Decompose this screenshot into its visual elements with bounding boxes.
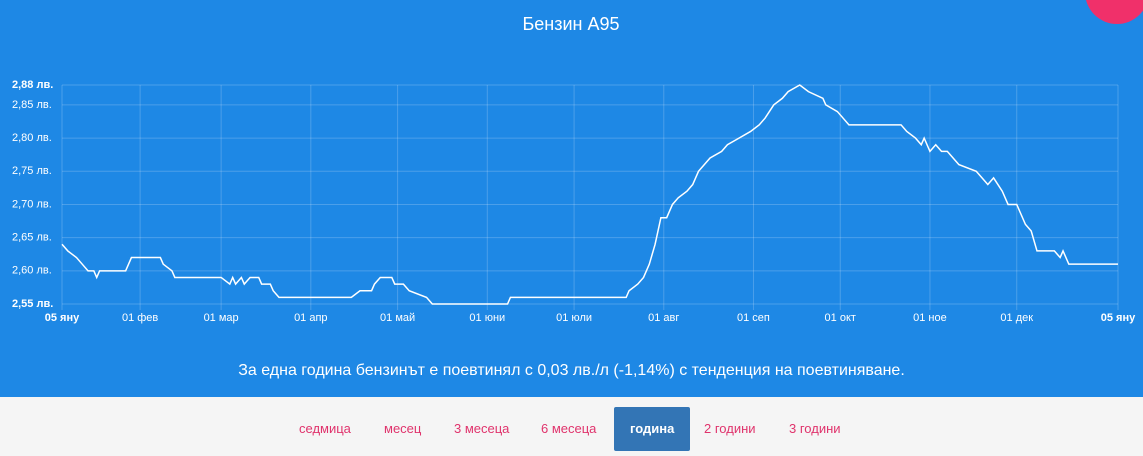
x-tick-label: 01 окт xyxy=(825,312,856,324)
x-tick-label: 01 ное xyxy=(913,312,947,324)
y-tick-label: 2,80 лв. xyxy=(12,132,52,144)
period-tab[interactable]: 2 години xyxy=(704,421,756,436)
x-tick-label: 01 дек xyxy=(1000,312,1033,324)
x-tick-label: 01 юли xyxy=(556,312,592,324)
period-tab[interactable]: 6 месеца xyxy=(541,421,597,436)
y-tick-label: 2,55 лв. xyxy=(12,298,53,310)
x-tick-label: 01 авг xyxy=(648,312,679,324)
y-tick-label: 2,65 лв. xyxy=(12,232,52,244)
x-tick-label: 05 яну xyxy=(45,312,80,324)
chart-panel: Бензин А95 2,55 лв. 2,60 лв. 2,65 лв. 2,70 … xyxy=(0,0,1143,397)
y-tick-label: 2,75 лв. xyxy=(12,165,52,177)
price-line xyxy=(61,84,1118,305)
y-tick-label: 2,70 лв. xyxy=(12,198,52,210)
summary: За една година бензинът е поевтинял с 0,… xyxy=(238,362,905,379)
x-tick-label: 01 сеп xyxy=(737,312,770,324)
x-tick-label: 01 фев xyxy=(122,312,158,324)
y-tick-label: 2,88 лв. xyxy=(12,79,53,91)
chart: Бензин А95 2,55 лв. 2,60 лв. 2,65 лв. 2,70 … xyxy=(12,0,1143,324)
x-tick-label: 01 апр xyxy=(294,312,327,324)
period-tab[interactable]: 3 месеца xyxy=(454,421,510,436)
y-tick-label: 2,60 лв. xyxy=(12,265,52,277)
period-tab[interactable]: година xyxy=(614,407,691,451)
y-tick-label: 2,85 лв. xyxy=(12,99,52,111)
period-tab[interactable]: месец xyxy=(384,421,422,436)
tab-bar: седмица месец 3 месеца 6 месеца година 2 годи… xyxy=(0,397,1143,456)
x-tick-label: 01 мар xyxy=(204,312,239,324)
chart-title: Бензин А95 xyxy=(522,14,619,34)
period-tab[interactable]: 3 години xyxy=(789,421,841,436)
fab-button[interactable] xyxy=(1085,0,1143,24)
period-tab[interactable]: седмица xyxy=(299,421,351,436)
x-tick-label: 05 яну xyxy=(1101,312,1136,324)
x-tick-label: 01 май xyxy=(380,312,415,324)
x-tick-label: 01 юни xyxy=(469,312,505,324)
